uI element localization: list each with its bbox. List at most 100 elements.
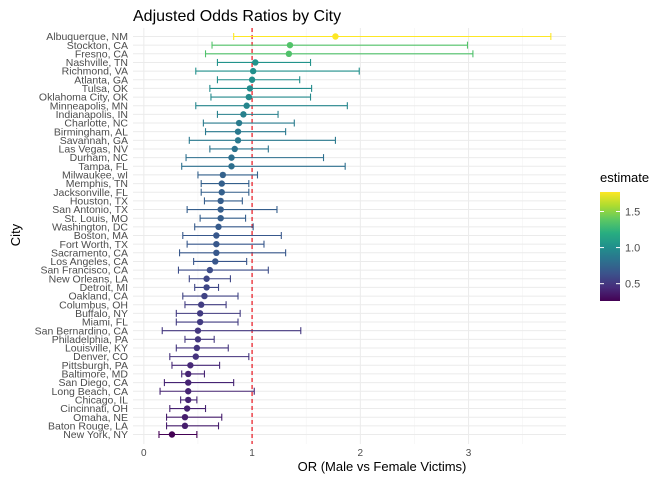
- y-tick-label: Oakland, CA: [68, 291, 128, 303]
- y-tick-label: Louisville, KY: [65, 343, 128, 355]
- estimate-point: [217, 214, 224, 222]
- error-bar: [209, 145, 269, 153]
- error-bar: [158, 431, 198, 438]
- error-bar: [216, 110, 279, 118]
- estimate-point: [332, 33, 339, 40]
- y-tick-label: Oklahoma City, OK: [39, 92, 128, 104]
- estimate-point: [194, 327, 202, 334]
- estimate-point: [213, 249, 220, 257]
- estimate-point: [228, 154, 235, 161]
- x-tick-label: 1: [249, 448, 255, 459]
- y-tick-label: San Francisco, CA: [40, 265, 128, 277]
- y-tick-label: Albuquerque, NM: [46, 31, 128, 43]
- estimate-point: [192, 353, 199, 360]
- estimate-point: [196, 318, 204, 326]
- chart-title: Adjusted Odds Ratios by City: [133, 8, 341, 25]
- error-bar: [166, 413, 223, 421]
- estimate-point: [246, 85, 254, 92]
- estimate-point: [234, 137, 242, 144]
- estimate-point: [187, 362, 194, 369]
- estimate-point: [285, 50, 293, 58]
- x-tick-label: 0: [141, 448, 147, 459]
- y-tick-label: Detroit, MI: [80, 282, 128, 294]
- x-tick-labels: 0 1 2 3: [141, 448, 472, 459]
- y-tick-label: Long Beach, CA: [52, 386, 128, 398]
- estimate-point: [181, 413, 189, 421]
- y-tick-label: San Bernardino, CA: [35, 325, 128, 337]
- error-bar: [169, 353, 250, 361]
- estimate-point: [243, 102, 250, 109]
- estimate-point: [252, 59, 259, 66]
- y-tick-label: Fresno, CA: [75, 48, 128, 60]
- error-bar: [210, 93, 312, 101]
- error-bar: [159, 387, 255, 395]
- y-axis-title: City: [8, 223, 23, 246]
- error-bar: [178, 249, 287, 257]
- y-tick-label: New Orleans, LA: [49, 273, 128, 285]
- estimate-point: [212, 258, 219, 265]
- color-legend: estimate 0.5 1.0 1.5: [600, 170, 649, 301]
- error-bar: [195, 67, 360, 75]
- legend-tick-label: 0.5: [625, 279, 640, 291]
- error-bar: [209, 84, 313, 92]
- y-tick-label: Durham, NC: [70, 152, 129, 164]
- estimate-point: [218, 189, 225, 196]
- estimate-point: [249, 67, 257, 75]
- estimate-point: [218, 180, 225, 187]
- estimate-point: [206, 266, 214, 274]
- error-bar: [175, 309, 241, 317]
- error-bar: [193, 257, 248, 265]
- estimate-point: [215, 223, 222, 231]
- error-bar: [163, 379, 235, 387]
- error-bar: [185, 154, 325, 162]
- error-bar: [161, 327, 302, 335]
- y-tick-label: Pittsburgh, PA: [62, 360, 128, 372]
- estimate-point: [240, 111, 247, 118]
- y-tick-label: Atlanta, GA: [74, 74, 128, 86]
- estimate-point: [217, 206, 224, 213]
- y-tick-label: Las Vegas, NV: [59, 144, 128, 156]
- y-tick-label: Columbus, OH: [59, 299, 128, 311]
- estimate-point: [213, 232, 220, 239]
- y-tick-label: Houston, TX: [70, 195, 128, 207]
- y-tick-label: San Diego, CA: [59, 377, 128, 389]
- estimate-point: [203, 275, 210, 282]
- error-bar: [204, 50, 474, 58]
- error-bar: [202, 119, 295, 127]
- error-bar: [188, 275, 231, 283]
- error-bar: [188, 136, 336, 144]
- estimate-point: [286, 41, 294, 49]
- y-tick-label: Jacksonville, FL: [53, 187, 128, 199]
- estimate-point: [231, 145, 238, 153]
- error-bar: [216, 76, 301, 84]
- legend-ticks: 0.5 1.0 1.5: [600, 206, 640, 291]
- error-bar: [194, 223, 254, 231]
- estimate-point: [248, 76, 256, 83]
- y-tick-label: Baton Rouge, LA: [48, 420, 128, 432]
- y-tick-label: Minneapolis, MN: [50, 100, 128, 112]
- error-bar: [175, 344, 229, 352]
- error-bar: [204, 128, 287, 136]
- error-bar: [171, 361, 221, 369]
- error-bar: [175, 318, 239, 326]
- y-tick-label: Milwaukee, wI: [62, 170, 128, 182]
- estimate-point: [213, 240, 220, 248]
- y-tick-label: Baltimore, MD: [61, 369, 128, 381]
- y-tick-label: Fort Worth, TX: [60, 239, 128, 251]
- estimate-point: [185, 370, 192, 378]
- error-bar: [200, 188, 250, 196]
- error-bar: [216, 58, 312, 66]
- y-tick-label: Boston, MA: [74, 230, 128, 242]
- x-tick-label: 3: [466, 448, 472, 459]
- estimate-point: [228, 163, 235, 170]
- estimate-point: [185, 396, 192, 404]
- x-axis-title: OR (Male vs Female Victims): [298, 459, 467, 474]
- error-bar: [200, 180, 250, 188]
- estimate-point: [168, 431, 176, 438]
- estimate-point: [219, 171, 227, 179]
- legend-title: estimate: [600, 170, 649, 185]
- estimate-point: [217, 197, 224, 205]
- y-tick-label: Denver, CO: [73, 351, 128, 363]
- error-bar: [233, 33, 552, 40]
